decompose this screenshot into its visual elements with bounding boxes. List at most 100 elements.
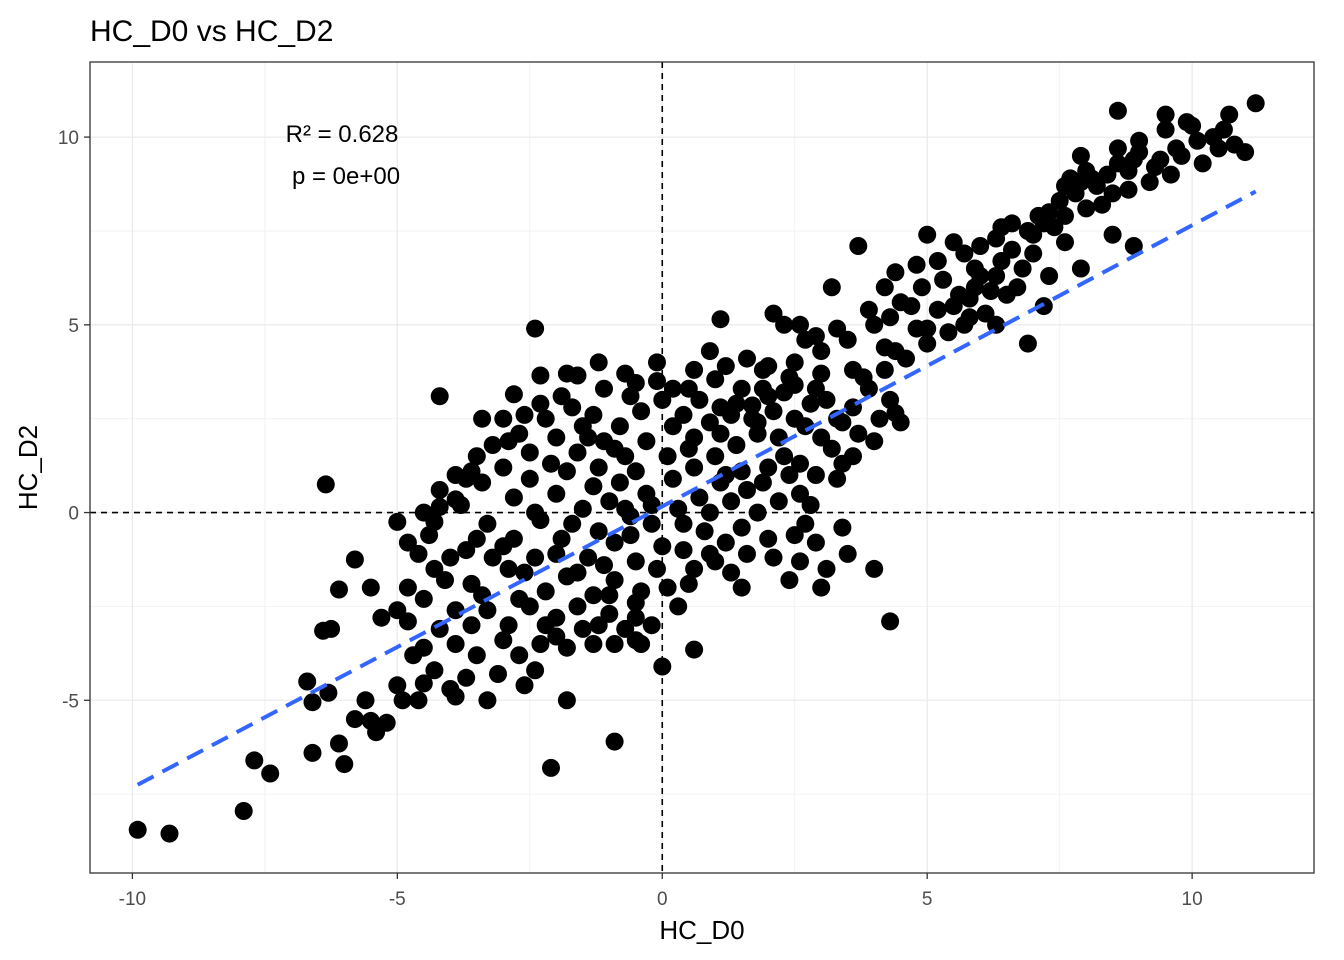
- data-point: [1108, 139, 1127, 158]
- data-point: [573, 619, 592, 638]
- data-point: [663, 469, 682, 488]
- data-point: [515, 676, 534, 695]
- data-point: [1204, 128, 1223, 147]
- data-point: [504, 488, 523, 507]
- data-point: [589, 353, 608, 372]
- data-point: [722, 563, 741, 582]
- data-point: [918, 334, 937, 353]
- data-point: [642, 514, 661, 533]
- data-point: [891, 413, 910, 432]
- data-point: [928, 300, 947, 319]
- data-point: [780, 571, 799, 590]
- fit-line: [136, 189, 1257, 787]
- data-point: [738, 544, 756, 563]
- data-point: [589, 616, 608, 635]
- data-point: [769, 492, 788, 511]
- data-point: [494, 409, 513, 428]
- data-point: [610, 417, 629, 436]
- data-point: [780, 466, 799, 484]
- data-point: [759, 529, 778, 548]
- data-point: [1024, 225, 1043, 244]
- data-point: [616, 499, 635, 518]
- data-point: [356, 691, 375, 710]
- data-point: [801, 496, 820, 514]
- data-point: [414, 589, 433, 608]
- data-point: [727, 436, 746, 454]
- data-point: [653, 657, 672, 676]
- data-point: [753, 473, 772, 492]
- data-point: [796, 514, 815, 533]
- data-point: [838, 330, 857, 349]
- data-point: [806, 466, 825, 484]
- chart-title: HC_D0 vs HC_D2: [90, 15, 333, 48]
- data-point: [1108, 101, 1127, 120]
- data-point: [568, 563, 587, 582]
- data-point: [446, 687, 465, 706]
- data-point: [976, 304, 995, 323]
- data-point: [722, 405, 741, 424]
- data-point: [531, 366, 550, 385]
- data-point: [425, 661, 444, 680]
- panel-border: [89, 61, 1315, 874]
- data-point: [1177, 113, 1196, 132]
- data-point: [1119, 180, 1138, 199]
- data-point: [361, 578, 380, 597]
- y-axis: -5 0 5 10: [58, 128, 90, 712]
- data-point: [526, 503, 545, 522]
- data-point: [822, 278, 841, 297]
- data-point: [552, 529, 571, 548]
- data-point: [753, 379, 772, 398]
- x-tick-label: 5: [922, 889, 933, 910]
- data-point: [579, 428, 598, 447]
- data-point: [1024, 244, 1043, 263]
- data-point: [462, 462, 481, 481]
- data-point: [1130, 131, 1149, 150]
- data-point: [557, 462, 576, 481]
- data-point: [478, 601, 497, 620]
- x-tick-label: -10: [119, 889, 146, 910]
- data-point: [568, 443, 587, 462]
- data-point: [785, 375, 804, 394]
- data-point: [716, 466, 735, 484]
- data-point: [785, 526, 804, 545]
- data-point: [685, 458, 704, 477]
- data-point: [642, 616, 661, 635]
- data-point: [642, 496, 661, 514]
- data-point: [414, 638, 433, 657]
- data-point: [738, 481, 756, 499]
- data-point: [557, 691, 576, 710]
- data-point: [1146, 158, 1164, 177]
- data-point: [451, 496, 470, 514]
- data-point: [536, 616, 555, 635]
- data-point: [738, 349, 756, 368]
- data-point: [316, 475, 335, 494]
- data-point: [510, 589, 529, 608]
- data-point: [520, 469, 539, 488]
- data-point: [393, 691, 412, 710]
- data-point: [801, 394, 820, 413]
- data-point: [912, 278, 931, 297]
- data-point: [695, 522, 714, 541]
- data-point: [812, 364, 831, 383]
- data-point: [398, 578, 417, 597]
- data-point: [791, 315, 809, 334]
- data-point: [844, 360, 862, 379]
- data-point: [430, 497, 449, 516]
- data-point: [345, 550, 364, 569]
- data-point: [462, 616, 481, 635]
- data-point: [759, 458, 778, 477]
- data-point: [542, 454, 560, 473]
- data-point: [589, 458, 608, 477]
- data-point: [817, 559, 836, 578]
- data-point: [743, 396, 762, 415]
- data-point: [632, 402, 651, 421]
- data-point: [1103, 225, 1122, 244]
- data-point: [499, 616, 518, 635]
- data-point: [833, 518, 852, 537]
- data-point: [907, 255, 926, 274]
- data-point: [563, 398, 582, 417]
- data-point: [473, 409, 492, 428]
- data-point: [436, 571, 454, 590]
- data-point: [478, 514, 497, 533]
- data-point: [457, 541, 476, 560]
